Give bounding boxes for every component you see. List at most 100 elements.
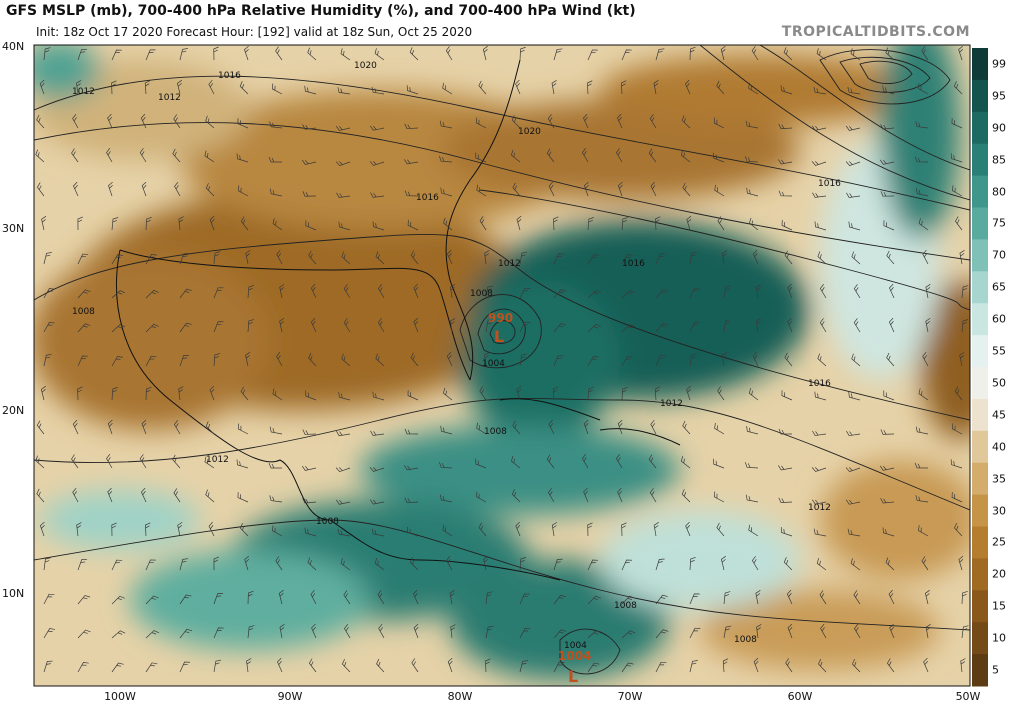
- wind-barb: [713, 458, 725, 469]
- wind-barb: [484, 352, 490, 367]
- wind-barb: [343, 284, 351, 299]
- wind-barb: [548, 181, 555, 197]
- wind-barb: [717, 216, 725, 231]
- wind-barb: [553, 216, 559, 231]
- wind-barb: [404, 123, 419, 130]
- wind-barb: [208, 521, 215, 537]
- wind-barb: [145, 355, 157, 367]
- wind-barb: [245, 351, 251, 367]
- wind-barb: [716, 522, 725, 537]
- wind-barb: [655, 253, 666, 265]
- pressure-label: 1008: [484, 427, 507, 437]
- wind-barb: [450, 624, 456, 639]
- wind-barb: [213, 353, 221, 367]
- wind-barb: [519, 251, 528, 265]
- wind-barb: [748, 388, 759, 401]
- wind-barb: [111, 387, 118, 401]
- lon-label: 100W: [104, 690, 136, 703]
- colorbar-label: 5: [992, 663, 999, 677]
- colorbar-swatch: [972, 207, 988, 240]
- wind-barb: [77, 289, 91, 299]
- wind-barb: [959, 249, 965, 265]
- wind-barb: [76, 522, 82, 537]
- wind-barb: [377, 318, 385, 333]
- wind-barb: [814, 221, 827, 231]
- wind-barb: [174, 182, 181, 197]
- wind-barb: [847, 528, 861, 537]
- wind-barb: [787, 623, 793, 639]
- wind-barb: [680, 456, 691, 469]
- wind-barb: [41, 215, 47, 231]
- wind-barb: [581, 454, 589, 469]
- colorbar-swatch: [972, 526, 988, 559]
- wind-barb: [655, 48, 665, 61]
- wind-barb: [404, 159, 419, 165]
- wind-barb: [854, 624, 861, 639]
- wind-barb: [689, 321, 701, 333]
- wind-barb: [519, 660, 529, 673]
- wind-barb: [655, 289, 669, 299]
- wind-barb: [648, 148, 657, 163]
- pressure-label: 1020: [354, 61, 377, 71]
- wind-barb: [440, 425, 453, 435]
- wind-barb: [406, 85, 419, 95]
- wind-barb: [519, 627, 531, 639]
- wind-barb: [340, 48, 351, 61]
- wind-barb: [812, 192, 827, 198]
- wind-barb: [587, 630, 602, 639]
- wind-barb: [111, 662, 124, 673]
- pressure-label: 1016: [622, 259, 645, 269]
- wind-barb: [519, 287, 531, 299]
- low-1004-symbol: L: [568, 667, 578, 686]
- wind-barb: [144, 80, 151, 95]
- lat-label: 30N: [2, 222, 25, 235]
- wind-barb: [753, 657, 759, 673]
- wind-barb: [689, 251, 698, 265]
- wind-barb: [179, 355, 189, 367]
- wind-barb: [915, 121, 929, 129]
- wind-barb: [917, 83, 929, 95]
- coastlines: [116, 59, 681, 581]
- wind-barb: [778, 428, 793, 435]
- wind-barb: [748, 524, 759, 537]
- wind-barb: [409, 47, 419, 61]
- wind-barb: [111, 254, 124, 265]
- wind-barb: [475, 152, 487, 163]
- wind-barb: [954, 216, 963, 231]
- wind-barb: [369, 467, 385, 472]
- wind-barb: [177, 521, 183, 537]
- wind-barb: [172, 148, 181, 163]
- pressure-label: 1012: [660, 399, 683, 409]
- wind-barb: [783, 557, 793, 571]
- lon-label: 70W: [617, 690, 643, 703]
- wind-barb: [475, 117, 487, 129]
- wind-barb: [440, 187, 453, 197]
- wind-barb: [71, 148, 79, 163]
- wind-barb: [915, 426, 929, 435]
- wind-barb: [43, 628, 56, 639]
- wind-barb: [410, 250, 419, 265]
- wind-barb: [307, 47, 317, 61]
- wind-barb: [548, 419, 555, 435]
- wind-barb: [924, 589, 930, 605]
- wind-barb: [689, 287, 701, 299]
- wind-barb: [302, 124, 317, 130]
- wind-barb: [886, 352, 895, 367]
- wind-barb: [553, 558, 563, 571]
- wind-barb: [177, 79, 183, 95]
- wind-barb: [714, 184, 725, 197]
- wind-barb: [204, 456, 215, 469]
- wind-barb: [756, 624, 762, 639]
- wind-barb: [272, 525, 283, 537]
- wind-barb: [442, 82, 453, 95]
- wind-barb: [485, 591, 493, 605]
- wind-barb: [484, 250, 490, 265]
- wind-barb: [213, 659, 222, 673]
- wind-barb: [76, 80, 82, 95]
- wind-barb: [301, 465, 317, 471]
- wind-barb: [371, 86, 385, 95]
- wind-barb: [77, 595, 91, 605]
- wind-barb: [950, 459, 963, 469]
- wind-barb: [681, 115, 691, 129]
- wind-barb: [445, 46, 453, 61]
